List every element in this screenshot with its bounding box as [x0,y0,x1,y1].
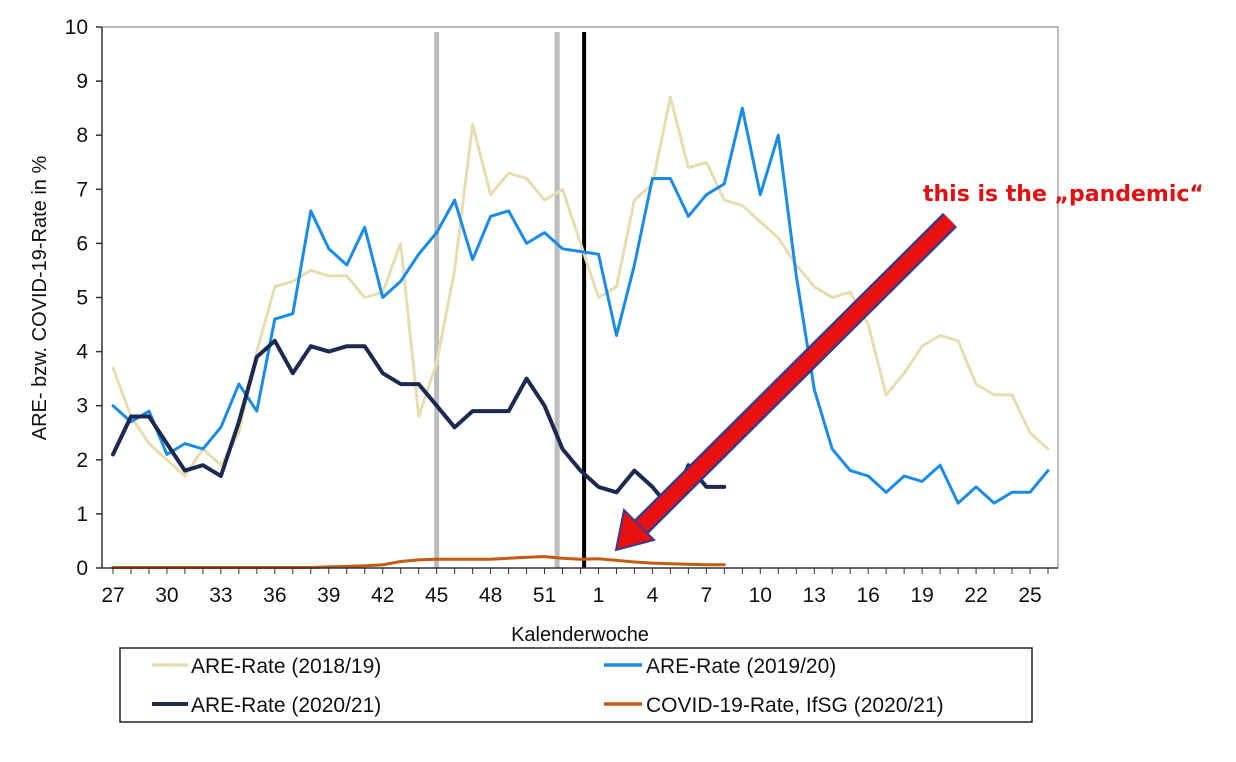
x-tick-label: 22 [964,584,987,607]
x-tick-label: 33 [209,584,232,607]
y-tick-label: 6 [76,232,88,255]
y-tick-label: 7 [76,178,88,201]
x-tick-label: 42 [371,584,394,607]
series-line-are-rate-2018-19 [111,95,1050,478]
x-tick-label: 7 [701,584,713,607]
x-ticks: 27 30 33 36 39 42 45 48 51 1 4 7 10 13 16 19 22 25 [101,568,1049,607]
x-tick-label: 25 [1018,584,1041,607]
y-axis-label: ARE- bzw. COVID-19-Rate in % [29,156,51,441]
y-tick-label: 9 [76,70,88,93]
x-tick-label: 39 [317,584,340,607]
x-tick-label: 4 [647,584,659,607]
legend-label-2020-21: ARE-Rate (2020/21) [191,694,381,717]
legend-label-covid: COVID-19-Rate, IfSG (2020/21) [646,694,944,717]
y-ticks: 0 1 2 3 4 5 6 7 8 9 10 [65,16,102,580]
series-line-are-rate-2020-21 [111,338,727,511]
x-tick-label: 36 [263,584,286,607]
y-tick-label: 3 [76,395,88,418]
y-tick-label: 10 [65,16,88,39]
x-tick-label: 51 [533,584,556,607]
x-tick-label: 16 [857,584,880,607]
legend [119,647,1033,723]
series-line-are-rate-2019-20 [111,106,1050,505]
x-tick-label: 48 [479,584,502,607]
x-tick-label: 27 [101,584,124,607]
y-tick-label: 8 [76,124,88,147]
x-tick-label: 45 [425,584,448,607]
y-tick-label: 5 [76,287,88,310]
y-tick-label: 0 [76,557,88,580]
x-axis-label: Kalenderwoche [511,624,649,646]
plot-area [101,26,1059,569]
x-tick-label: 13 [803,584,826,607]
y-tick-label: 4 [76,341,88,364]
annotation-arrow [614,212,958,552]
vertical-markers [434,32,587,568]
y-tick-label: 1 [76,503,88,526]
legend-label-2019-20: ARE-Rate (2019/20) [646,655,836,678]
annotation-text: this is the „pandemic“ [923,182,1204,207]
x-tick-label: 30 [155,584,178,607]
y-tick-label: 2 [76,449,88,472]
x-tick-label: 1 [593,584,605,607]
x-tick-label: 10 [749,584,772,607]
legend-label-2018-19: ARE-Rate (2018/19) [191,655,381,678]
x-tick-label: 19 [910,584,933,607]
